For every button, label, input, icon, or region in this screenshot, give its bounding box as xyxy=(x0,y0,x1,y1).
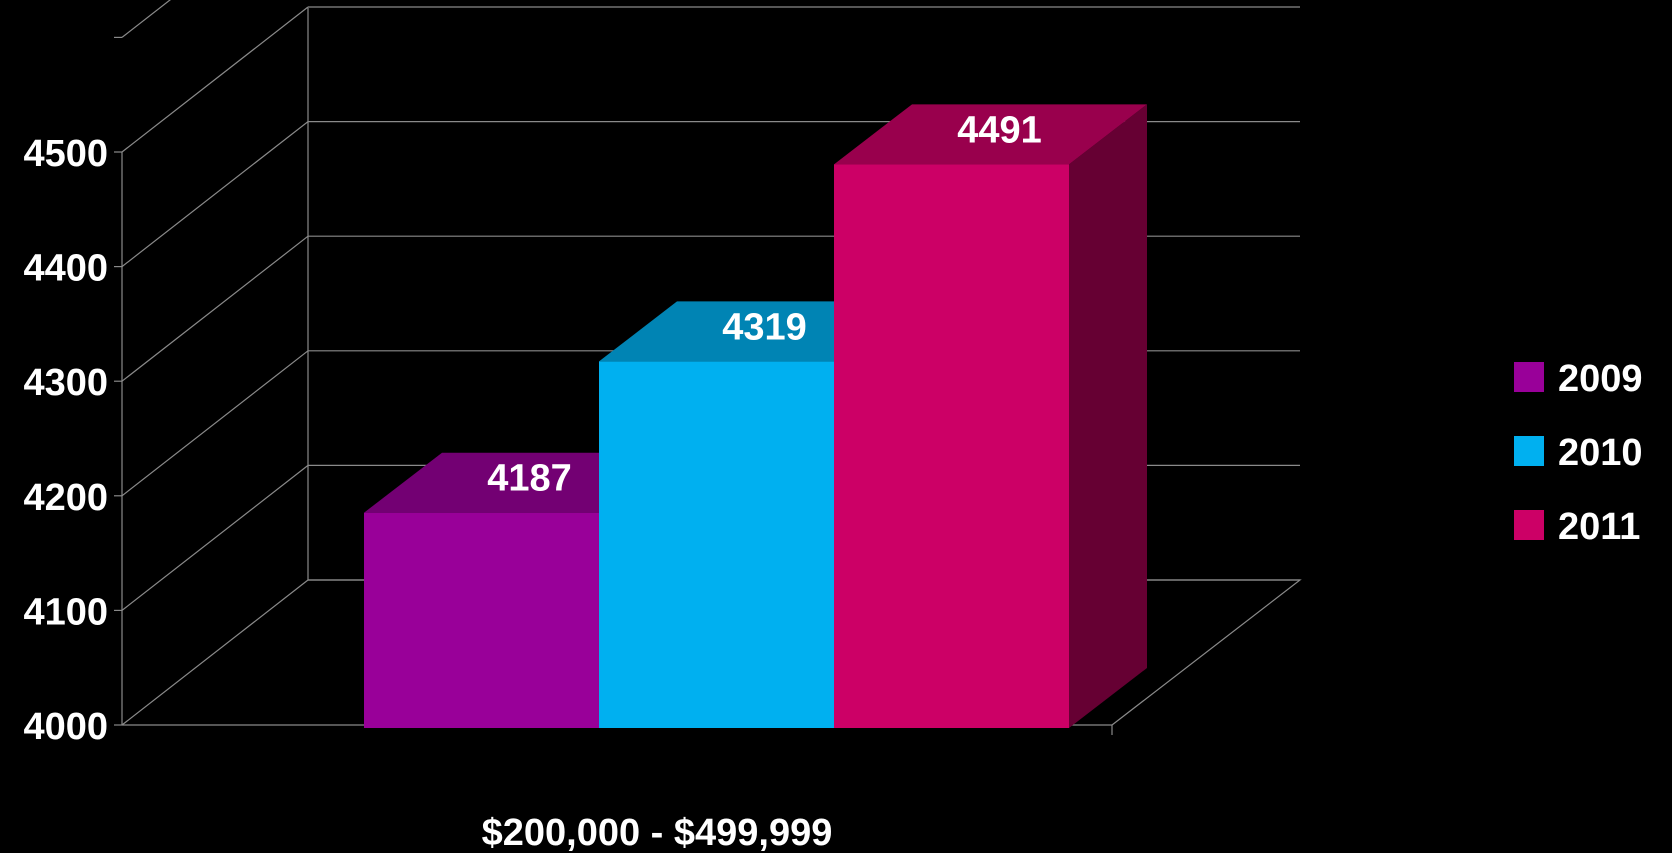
data-labels: 4187 4319 4491 xyxy=(487,109,1042,499)
y-tick-label: 4300 xyxy=(23,362,108,404)
side-gridline xyxy=(121,0,171,38)
bar-front-face xyxy=(364,512,599,728)
legend-label: 2010 xyxy=(1558,432,1643,474)
x-category-label: $200,000 - $499,999 xyxy=(482,812,833,853)
side-gridline xyxy=(121,235,309,382)
bar-top-face xyxy=(364,452,677,513)
side-gridline xyxy=(121,350,309,497)
y-tick-label: 4000 xyxy=(23,706,108,748)
y-tick-label: 4200 xyxy=(23,477,108,519)
bar-top-face xyxy=(834,104,1147,165)
data-label: 4491 xyxy=(957,109,1042,151)
legend-swatch xyxy=(1514,362,1544,392)
x-axis-category-labels: $200,000 - $499,999 xyxy=(482,812,833,853)
side-gridline xyxy=(121,464,309,611)
legend-item: 2010 xyxy=(1514,432,1643,474)
legend-label: 2011 xyxy=(1558,506,1640,548)
legend-swatch xyxy=(1514,510,1544,540)
y-tick-label: 4500 xyxy=(23,133,108,175)
chart-side-wall xyxy=(114,0,309,726)
legend-swatch xyxy=(1514,436,1544,466)
bars xyxy=(364,104,1147,729)
data-label: 4319 xyxy=(722,306,807,348)
side-gridline xyxy=(121,579,309,726)
side-gridline xyxy=(121,6,309,153)
bar-front-face xyxy=(599,361,834,728)
y-tick-label: 4100 xyxy=(23,591,108,633)
legend-item: 2009 xyxy=(1514,358,1643,400)
side-gridline xyxy=(121,121,309,268)
y-axis-tick-labels: 4000 4100 4200 4300 4400 4500 xyxy=(23,133,108,748)
bar-front-face xyxy=(834,164,1069,729)
legend-item: 2011 xyxy=(1514,506,1640,548)
bar-side-face xyxy=(1069,104,1147,728)
legend: 2009 2010 2011 xyxy=(1514,358,1643,548)
data-label: 4187 xyxy=(487,458,572,500)
y-tick-label: 4400 xyxy=(23,248,108,290)
legend-label: 2009 xyxy=(1558,358,1643,400)
bar-2011 xyxy=(834,104,1147,729)
bar-top-face xyxy=(599,301,912,362)
